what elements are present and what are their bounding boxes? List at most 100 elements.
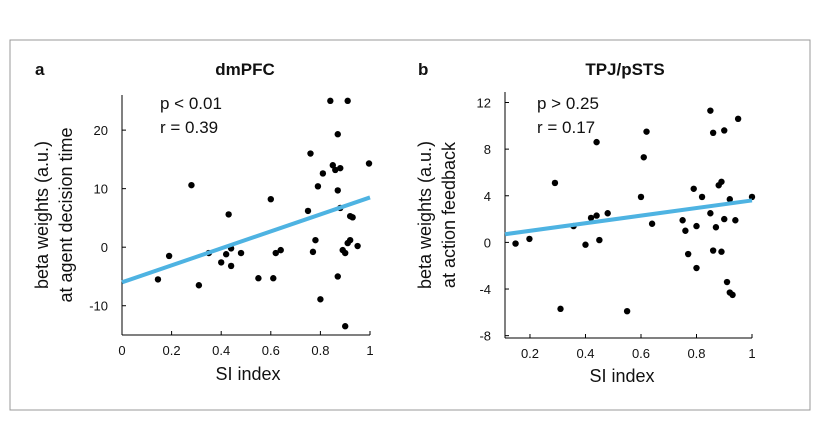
data-point (227, 262, 235, 270)
data-point (277, 246, 284, 254)
data-point (709, 129, 717, 137)
data-point (319, 170, 327, 177)
data-point (718, 178, 725, 185)
data-point (188, 181, 195, 189)
x-tick-label: 1 (748, 346, 755, 361)
x-tick-label: 1 (366, 343, 373, 358)
data-point (272, 249, 279, 257)
data-point (648, 220, 656, 227)
data-point (334, 187, 341, 194)
y-tick-label: 12 (477, 95, 491, 110)
panel-title: dmPFC (215, 60, 275, 79)
data-point (337, 164, 344, 172)
frame (9, 39, 811, 411)
x-axis-label: SI index (215, 364, 280, 384)
data-point (354, 242, 361, 250)
annotation: p < 0.01 (160, 94, 222, 113)
data-point (334, 273, 341, 280)
data-point (154, 276, 162, 283)
x-axis-label: SI index (589, 366, 654, 386)
x-tick-label: 0 (118, 343, 125, 358)
data-point (327, 97, 334, 105)
data-point (707, 210, 714, 217)
x-tick-label: 0.8 (687, 346, 705, 361)
data-point (225, 211, 232, 218)
data-point (679, 217, 686, 224)
data-point (342, 323, 349, 330)
data-point (349, 214, 356, 221)
data-point (723, 278, 731, 286)
panel-title: TPJ/pSTS (585, 60, 664, 79)
data-point (721, 215, 728, 223)
data-point (684, 250, 692, 258)
y-tick-label: 4 (484, 189, 491, 204)
y-axis-label: beta weights (a.u.) (32, 141, 52, 289)
x-tick-label: 0.2 (163, 343, 181, 358)
data-point (334, 131, 341, 138)
data-point (195, 282, 203, 289)
data-point (314, 183, 322, 190)
data-point (344, 97, 351, 105)
data-point (726, 196, 733, 203)
data-point (222, 251, 230, 258)
data-point (526, 235, 533, 243)
data-point (237, 249, 245, 257)
data-point (332, 166, 339, 174)
data-point (623, 307, 631, 315)
x-tick-label: 0.6 (262, 343, 280, 358)
data-point (582, 241, 589, 248)
data-point (748, 193, 756, 201)
data-point (329, 162, 336, 169)
data-point (718, 248, 725, 255)
data-point (165, 252, 173, 260)
data-point (270, 275, 277, 282)
data-point (312, 236, 319, 244)
data-point (593, 138, 600, 146)
annotation: r = 0.17 (537, 118, 595, 137)
data-point (309, 248, 317, 256)
data-point (640, 154, 647, 161)
data-point (218, 259, 225, 266)
x-tick-label: 0.2 (521, 346, 539, 361)
data-point (267, 195, 274, 203)
data-point (707, 107, 714, 114)
y-tick-label: 0 (101, 240, 108, 255)
data-point (643, 128, 650, 135)
data-point (365, 160, 373, 167)
data-point (307, 150, 314, 157)
fit-line (121, 195, 371, 285)
data-point (593, 212, 600, 219)
data-point (512, 240, 519, 247)
y-tick-label: -4 (479, 282, 491, 297)
data-point (693, 222, 700, 230)
data-point (721, 127, 728, 134)
y-axis-label: at agent decision time (56, 127, 76, 302)
data-point (587, 214, 595, 222)
data-point (693, 264, 700, 272)
data-point (729, 291, 736, 299)
data-point (317, 296, 324, 303)
data-point (682, 227, 689, 234)
data-point (557, 305, 564, 313)
y-tick-label: 8 (484, 142, 491, 157)
data-point (255, 275, 262, 282)
panel-label: b (418, 60, 428, 79)
y-tick-label: -8 (479, 329, 491, 344)
data-point (709, 247, 717, 254)
x-tick-label: 0.8 (311, 343, 329, 358)
data-point (732, 217, 739, 224)
data-point (551, 179, 559, 187)
data-point (304, 207, 312, 215)
data-point (342, 249, 349, 257)
x-tick-label: 0.4 (212, 343, 230, 358)
annotation: r = 0.39 (160, 118, 218, 137)
data-point (712, 224, 720, 231)
x-tick-label: 0.6 (632, 346, 650, 361)
y-tick-label: 20 (94, 123, 108, 138)
data-point (346, 236, 354, 244)
data-point (698, 193, 706, 201)
y-axis-label: at action feedback (439, 141, 459, 288)
fit-line (504, 198, 753, 237)
